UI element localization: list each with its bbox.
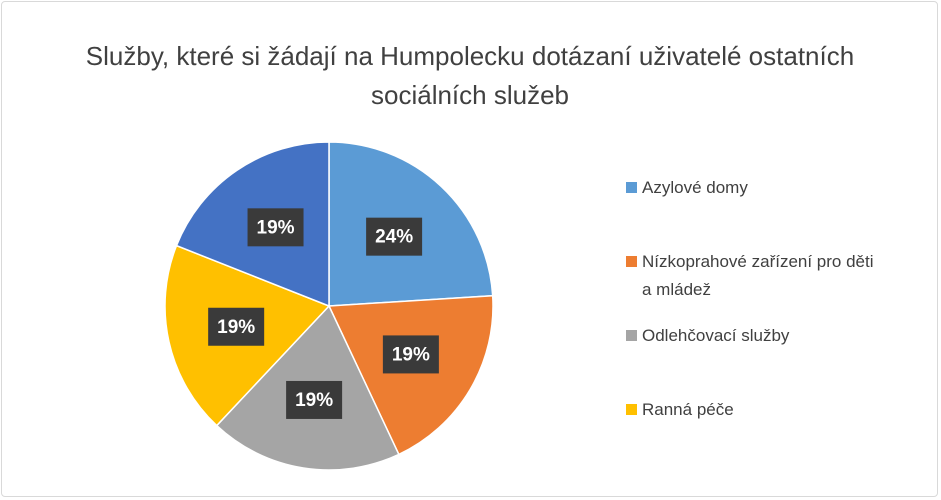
legend-label: Odlehčovací služby [642, 326, 790, 345]
data-label: 19% [217, 317, 255, 338]
data-label: 19% [392, 344, 430, 365]
legend-swatch [626, 330, 637, 341]
chart-title: Služby, které si žádají na Humpolecku do… [85, 41, 855, 110]
data-label-box [382, 335, 439, 374]
legend-item: Azylové domy [626, 174, 876, 202]
legend-label: Ranná péče [642, 400, 734, 419]
data-label-box [286, 380, 343, 419]
data-label: 19% [257, 217, 295, 238]
legend-swatch [626, 182, 637, 193]
pie-slice [327, 294, 494, 456]
legend-label: Azylové domy [642, 178, 748, 197]
legend-item: Ranná péče [626, 396, 876, 424]
legend-label: Nízkoprahové zařízení pro děti a mládež [642, 252, 874, 299]
data-label-box [247, 208, 304, 247]
legend-item: Odlehčovací služby [626, 322, 876, 350]
data-label-box [366, 217, 423, 256]
data-label-box [208, 307, 265, 346]
data-label: 19% [295, 390, 333, 411]
data-label: 24% [375, 227, 413, 248]
legend-item: Nízkoprahové zařízení pro děti a mládež [626, 248, 876, 304]
legend-swatch [626, 256, 637, 267]
legend-swatch [626, 404, 637, 415]
